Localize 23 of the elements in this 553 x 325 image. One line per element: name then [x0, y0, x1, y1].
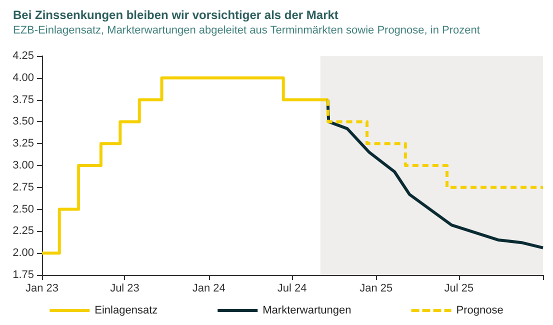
y-tick-label: 2.50	[12, 203, 34, 216]
y-tick-label: 1.75	[12, 269, 34, 281]
y-tick-label: 2.75	[12, 181, 34, 194]
y-tick-label: 3.25	[12, 138, 34, 150]
x-tick-label: Jan 23	[25, 282, 59, 294]
chart-title: Bei Zinssenkungen bleiben wir vorsichtiger als der Markt	[13, 8, 338, 22]
y-tick-label: 3.50	[12, 116, 34, 128]
x-tick-label: Jul 24	[277, 282, 307, 294]
line-series	[326, 98, 544, 250]
y-tick-label: 4.25	[12, 50, 34, 62]
y-tick-label: 3.00	[12, 160, 34, 172]
y-tick-label: 2.25	[12, 225, 34, 238]
x-tick-label: Jan 25	[360, 282, 393, 294]
chart-subtitle: EZB-Einlagensatz, Markterwartungen abgeleitet aus Terminmärkten sowie Prognose, in Prozent	[13, 24, 480, 36]
legend-label: Markterwartungen	[262, 304, 352, 316]
x-tick-label: Jan 24	[192, 282, 226, 294]
y-tick-label: 4.00	[12, 72, 34, 84]
y-tick-label: 3.75	[12, 94, 34, 106]
x-tick-label: Jul 25	[444, 282, 474, 294]
legend-label: Einlagensatz	[94, 304, 158, 316]
x-tick-label: Jul 23	[110, 282, 140, 294]
y-tick-label: 2.00	[12, 247, 34, 260]
legend-label: Prognose	[456, 304, 504, 316]
